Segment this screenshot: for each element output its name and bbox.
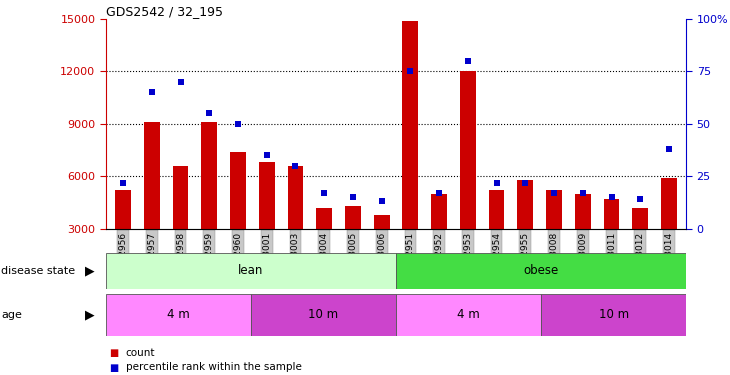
- Text: ▶: ▶: [85, 264, 95, 278]
- Bar: [288, 166, 304, 229]
- Text: 10 m: 10 m: [599, 309, 629, 321]
- Bar: [604, 199, 619, 229]
- Text: 10 m: 10 m: [308, 309, 339, 321]
- Text: lean: lean: [238, 264, 264, 278]
- Bar: [144, 122, 160, 229]
- Bar: [201, 122, 218, 229]
- Bar: [230, 152, 246, 229]
- Bar: [575, 194, 591, 229]
- Text: GDS2542 / 32_195: GDS2542 / 32_195: [106, 4, 223, 18]
- Text: 4 m: 4 m: [457, 309, 480, 321]
- Bar: [396, 294, 541, 336]
- Bar: [632, 208, 648, 229]
- Bar: [106, 253, 396, 289]
- Bar: [488, 190, 504, 229]
- Bar: [316, 208, 332, 229]
- Bar: [546, 190, 562, 229]
- Bar: [115, 190, 131, 229]
- Text: ■: ■: [110, 348, 119, 358]
- Bar: [173, 166, 188, 229]
- Bar: [661, 178, 677, 229]
- Bar: [259, 162, 274, 229]
- Bar: [396, 253, 686, 289]
- Text: percentile rank within the sample: percentile rank within the sample: [126, 363, 301, 372]
- Bar: [541, 294, 686, 336]
- Bar: [518, 180, 533, 229]
- Text: ■: ■: [110, 363, 119, 372]
- Bar: [460, 71, 476, 229]
- Text: disease state: disease state: [1, 266, 76, 276]
- Bar: [106, 294, 251, 336]
- Bar: [374, 215, 390, 229]
- Text: 4 m: 4 m: [167, 309, 190, 321]
- Bar: [251, 294, 396, 336]
- Text: age: age: [1, 310, 23, 320]
- Text: ▶: ▶: [85, 309, 95, 321]
- Bar: [402, 21, 418, 229]
- Bar: [345, 206, 361, 229]
- Text: count: count: [126, 348, 155, 358]
- Text: obese: obese: [523, 264, 558, 278]
- Bar: [431, 194, 447, 229]
